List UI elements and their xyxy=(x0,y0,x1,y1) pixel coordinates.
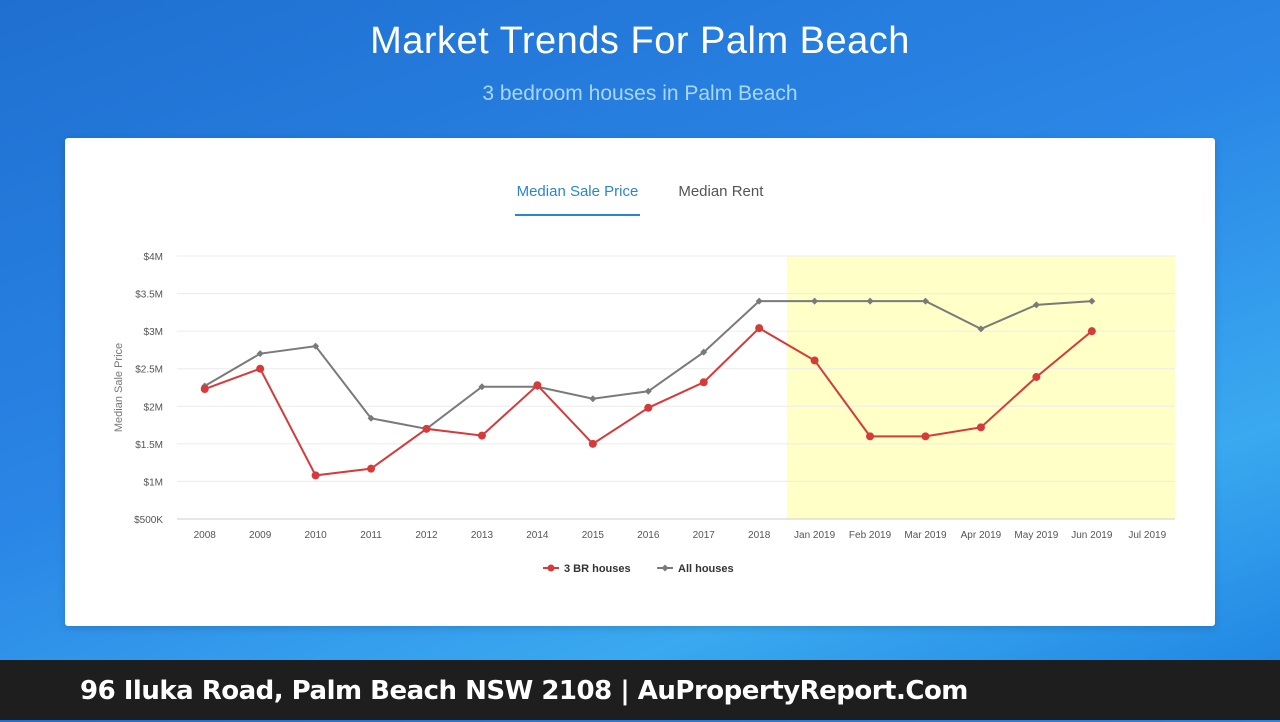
x-tick-label: 2011 xyxy=(360,530,382,541)
y-tick-label: $3.5M xyxy=(135,290,163,301)
x-tick-label: 2012 xyxy=(415,530,438,541)
legend-marker xyxy=(547,564,555,572)
data-point xyxy=(755,297,763,305)
data-point xyxy=(866,297,874,305)
x-tick-label: Jun 2019 xyxy=(1071,530,1113,541)
data-point xyxy=(922,297,929,305)
tab-median-rent[interactable]: Median Rent xyxy=(678,183,764,200)
footer-address: 96 Iluka Road, Palm Beach NSW 2108 | AuP… xyxy=(0,660,1280,720)
data-point xyxy=(533,381,542,390)
x-tick-label: May 2019 xyxy=(1014,530,1058,541)
data-point xyxy=(976,423,985,432)
x-tick-label: 2008 xyxy=(194,530,217,541)
data-point xyxy=(644,403,653,412)
data-point xyxy=(367,414,375,422)
data-point xyxy=(811,297,819,305)
data-point xyxy=(312,342,320,350)
tab-median-sale-price[interactable]: Median Sale Price xyxy=(514,182,641,216)
x-tick-label: 2010 xyxy=(304,530,327,541)
legend-label: 3 BR houses xyxy=(564,563,631,575)
data-point xyxy=(478,383,486,391)
x-tick-label: Mar 2019 xyxy=(904,530,947,541)
data-point xyxy=(311,471,320,480)
page-subtitle: 3 bedroom houses in Palm Beach xyxy=(482,82,798,105)
x-tick-label: 2018 xyxy=(748,530,771,541)
data-point xyxy=(1032,301,1040,309)
data-point xyxy=(644,387,652,395)
data-point xyxy=(700,348,708,356)
data-point xyxy=(200,385,209,394)
data-point xyxy=(810,356,819,365)
page-title: Market Trends For Palm Beach xyxy=(370,20,910,62)
x-tick-label: 2017 xyxy=(693,530,716,541)
data-point xyxy=(477,431,486,440)
y-tick-label: $1.5M xyxy=(135,440,163,451)
y-tick-label: $500K xyxy=(134,515,163,526)
line-chart: $500K $1M $1.5M $2M $2.5M $3M $3.5M $4M 2008 2009… xyxy=(113,252,1175,575)
data-point xyxy=(977,325,985,333)
highlight-band xyxy=(786,256,1175,519)
data-point xyxy=(256,364,265,373)
data-point xyxy=(588,439,597,448)
chart-tabs: Median Sale Price Median Rent xyxy=(65,182,1215,216)
x-tick-label: Jul 2019 xyxy=(1128,530,1166,541)
y-tick-label: $1M xyxy=(144,477,163,488)
legend-label: All houses xyxy=(678,563,734,575)
data-point xyxy=(755,324,764,333)
x-tick-label: 2015 xyxy=(582,530,605,541)
data-point xyxy=(256,350,264,358)
y-tick-label: $2M xyxy=(144,402,163,413)
data-point xyxy=(1088,297,1096,305)
y-tick-label: $2.5M xyxy=(135,365,163,376)
data-point xyxy=(1087,327,1096,336)
x-tick-label: 2016 xyxy=(637,530,660,541)
y-tick-label: $4M xyxy=(144,252,163,263)
x-tick-label: 2014 xyxy=(526,530,549,541)
y-tick-label: $3M xyxy=(144,327,163,338)
x-tick-label: 2009 xyxy=(249,530,272,541)
data-point xyxy=(1032,372,1041,381)
x-tick-label: 2013 xyxy=(471,530,494,541)
x-tick-label: Jan 2019 xyxy=(794,530,836,541)
data-point xyxy=(422,424,431,433)
data-point xyxy=(589,395,597,403)
data-point xyxy=(921,432,930,441)
y-axis-label: Median Sale Price xyxy=(113,343,125,432)
x-tick-label: Feb 2019 xyxy=(849,530,892,541)
data-point xyxy=(699,378,708,387)
data-point xyxy=(866,432,875,441)
data-point xyxy=(367,464,376,473)
chart-card: Median Sale Price Median Rent $500K $1M $1… xyxy=(65,138,1215,626)
x-tick-label: Apr 2019 xyxy=(961,530,1002,541)
legend-marker xyxy=(661,564,669,572)
